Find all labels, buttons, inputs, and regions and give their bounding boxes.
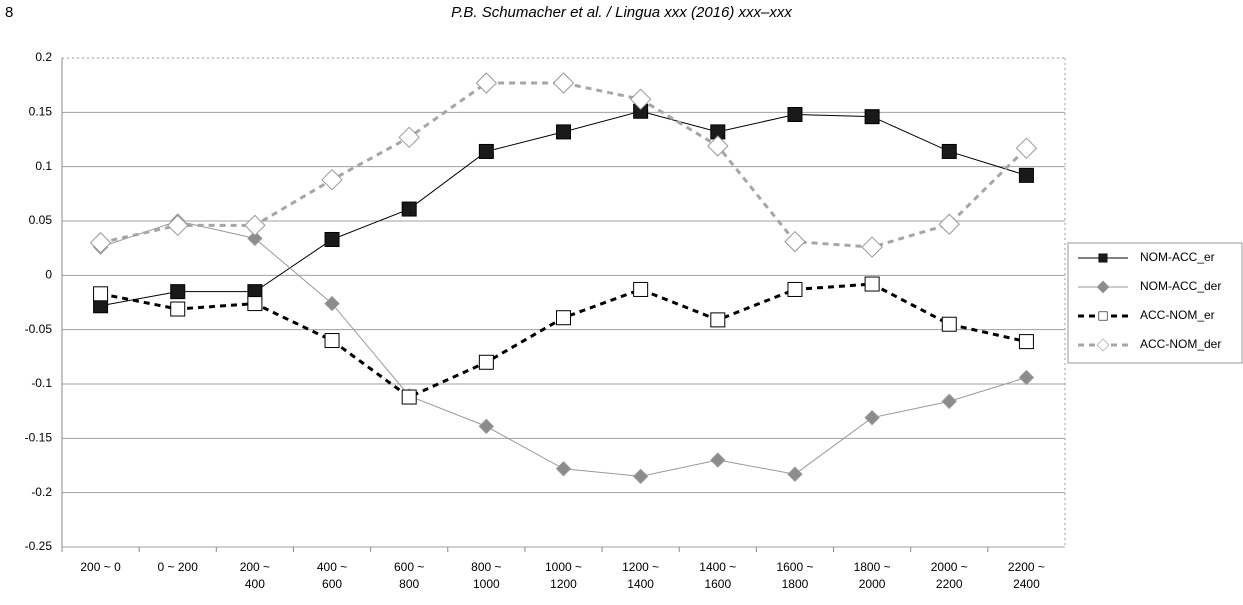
series-line	[100, 110, 1027, 307]
series-line	[100, 282, 1027, 399]
marker	[401, 201, 417, 217]
marker	[1015, 137, 1038, 159]
marker	[938, 213, 960, 235]
x-tick-label: 1200 ~ 1400	[622, 560, 660, 591]
x-tick-label: 0 ~ 200	[157, 560, 198, 574]
legend-marker	[1096, 280, 1110, 294]
marker	[1018, 167, 1034, 183]
legend-box	[1067, 242, 1243, 364]
marker	[864, 409, 880, 426]
legend-label: NOM-ACC_der	[1140, 279, 1221, 293]
y-tick-label: 0.2	[35, 50, 52, 64]
x-tick-label: 2200 ~ 2400	[1007, 560, 1045, 591]
legend-label: ACC-NOM_der	[1140, 337, 1221, 351]
series-line	[100, 81, 1028, 249]
marker	[170, 284, 186, 300]
x-tick-label: 600 ~ 800	[394, 560, 425, 591]
marker	[93, 286, 109, 302]
marker	[478, 354, 494, 370]
marker	[707, 135, 729, 157]
marker	[864, 109, 880, 125]
page-number: 8	[5, 4, 14, 21]
marker	[787, 466, 803, 482]
marker	[1018, 334, 1034, 350]
marker	[247, 230, 263, 247]
y-tick-label: 0.15	[29, 105, 53, 119]
x-tick-label: 1600 ~ 1800	[776, 560, 814, 591]
marker	[556, 310, 571, 326]
y-tick-label: -0.05	[25, 322, 53, 336]
marker	[556, 124, 571, 140]
legend-symbol	[1096, 280, 1110, 294]
marker	[324, 231, 340, 247]
y-tick-label: -0.25	[25, 539, 53, 553]
y-tick-label: 0.1	[35, 159, 52, 173]
y-tick-label: 0.05	[29, 213, 53, 227]
legend-label: NOM-ACC_er	[1140, 250, 1215, 264]
legend-marker	[1098, 253, 1108, 263]
marker	[324, 295, 340, 312]
marker	[784, 230, 806, 253]
marker	[864, 276, 880, 292]
legend-symbol	[1098, 311, 1108, 321]
marker	[321, 168, 343, 191]
marker	[710, 312, 726, 328]
marker	[324, 333, 340, 349]
marker	[552, 72, 575, 94]
legend-marker	[1098, 311, 1108, 321]
marker	[167, 214, 189, 237]
marker	[787, 107, 803, 123]
marker	[710, 452, 726, 468]
x-tick-label: 400 ~ 600	[316, 560, 348, 591]
legend-label: ACC-NOM_er	[1140, 308, 1215, 322]
y-tick-label: -0.1	[31, 376, 52, 390]
x-tick-label: 800 ~ 1000	[471, 560, 502, 591]
x-tick-label: 1000 ~ 1200	[544, 560, 583, 591]
y-tick-label: -0.15	[25, 431, 53, 445]
y-tick-label: 0	[45, 268, 52, 282]
marker	[1018, 369, 1035, 386]
legend-symbol	[1096, 338, 1110, 352]
marker	[787, 281, 803, 297]
y-tick-label: -0.2	[31, 485, 52, 499]
marker	[941, 143, 957, 159]
marker	[244, 214, 266, 237]
marker	[475, 72, 498, 94]
legend-marker	[1096, 338, 1110, 352]
x-tick-label: 2000 ~ 2200	[930, 560, 968, 591]
x-tick-label: 1400 ~ 1600	[699, 560, 737, 591]
x-tick-label: 200 ~ 400	[239, 560, 271, 591]
legend-symbol	[1098, 253, 1108, 263]
marker	[633, 281, 649, 297]
marker	[632, 468, 649, 485]
x-tick-label: 1800 ~ 2000	[853, 560, 891, 591]
marker	[247, 296, 263, 312]
marker	[478, 418, 495, 435]
marker	[629, 88, 652, 111]
marker	[941, 393, 957, 410]
marker	[170, 301, 186, 317]
marker	[555, 461, 572, 477]
marker	[398, 126, 420, 149]
marker	[478, 143, 494, 159]
marker	[401, 389, 417, 405]
marker	[861, 236, 883, 258]
marker	[941, 316, 957, 332]
running-title: P.B. Schumacher et al. / Lingua xxx (201…	[451, 4, 792, 21]
x-tick-label: 200 ~ 0	[80, 560, 121, 574]
marker	[89, 232, 112, 254]
